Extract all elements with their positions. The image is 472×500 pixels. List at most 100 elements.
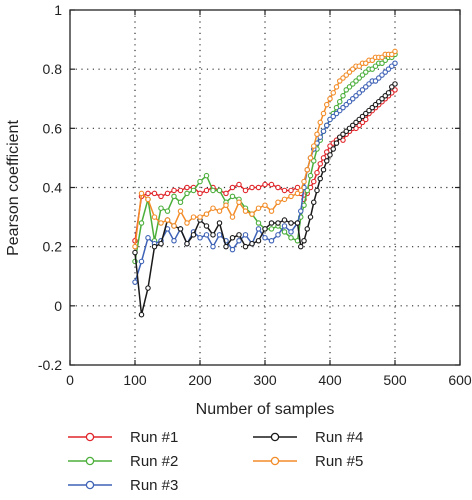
data-point [349,122,356,129]
y-tick-label: -0.2 [38,357,62,373]
data-point [392,60,398,66]
data-point [288,193,294,200]
data-point [340,93,346,99]
data-point [281,217,288,223]
data-point [262,226,268,232]
legend-swatch-marker [270,456,280,466]
data-point [223,243,229,250]
data-point [171,187,177,194]
data-point [327,96,333,102]
data-point [327,143,333,149]
data-point [184,190,190,197]
data-point [171,223,177,229]
data-point [145,235,151,241]
legend-swatch-marker [85,480,95,490]
data-point [320,155,327,161]
data-point [362,116,369,123]
x-tick-label: 300 [253,372,277,388]
tick-layer: 0 100 200 300 400 500 600-0.200.20.40.60.81 [38,2,472,388]
data-point [216,220,223,226]
y-axis-title: Pearson coefficient [5,120,22,256]
data-point [236,181,242,188]
x-tick-label: 400 [318,372,342,388]
data-point [333,84,340,90]
data-point [304,167,310,173]
data-point [297,243,304,250]
data-point [138,190,145,197]
data-point [132,279,138,285]
data-point [184,240,190,247]
data-point [307,172,314,179]
data-point [177,187,184,194]
data-point [203,187,210,194]
legend-label: Run #1 [130,429,178,446]
data-point [164,190,171,197]
data-point [294,220,301,226]
data-point [314,131,320,138]
data-point [369,57,375,64]
data-point [343,72,349,78]
data-point [236,199,242,206]
data-point [356,75,362,81]
data-point [369,66,375,72]
data-point [158,205,164,211]
data-point [317,119,323,126]
data-point [379,54,385,61]
data-point [262,202,268,209]
data-point [138,258,145,265]
legend-label: Run #5 [315,453,363,470]
x-tick-label: 100 [123,372,147,388]
data-point [190,232,197,238]
data-point [330,90,336,96]
data-point [210,205,216,211]
data-point [268,238,275,244]
data-point [362,69,369,75]
data-point [210,232,216,238]
data-point [281,187,288,194]
legend-label: Run #3 [130,477,178,494]
data-point [203,232,210,238]
data-point [145,285,151,291]
data-point [249,211,255,217]
y-tick-label: 0.2 [43,239,63,255]
x-tick-label: 600 [448,372,472,388]
data-point [242,187,249,194]
data-point [369,104,375,111]
data-point [255,238,262,244]
data-point [281,196,288,203]
data-point [301,238,307,244]
data-point [336,78,343,84]
data-point [372,78,379,84]
data-point [262,181,268,188]
data-point [158,193,164,200]
data-point [310,178,317,185]
data-point [340,104,346,111]
data-point [359,72,366,78]
data-point [190,187,197,194]
data-point [304,187,310,194]
data-point [210,187,216,194]
data-point [268,181,275,188]
data-point [216,187,223,194]
data-point [320,110,327,117]
data-point [385,66,392,72]
data-point [330,113,336,120]
data-point [197,235,203,241]
data-point [184,220,190,226]
data-point [320,167,327,173]
data-point [229,184,236,191]
data-point [171,238,177,244]
data-point [288,235,294,241]
grid-layer [70,10,460,365]
data-point [294,184,301,191]
data-point [307,155,314,161]
data-point [249,184,255,191]
data-point [216,208,223,214]
data-point [132,249,138,256]
data-point [359,87,366,93]
data-point [388,63,395,69]
data-point [229,193,236,200]
data-point [255,205,262,211]
